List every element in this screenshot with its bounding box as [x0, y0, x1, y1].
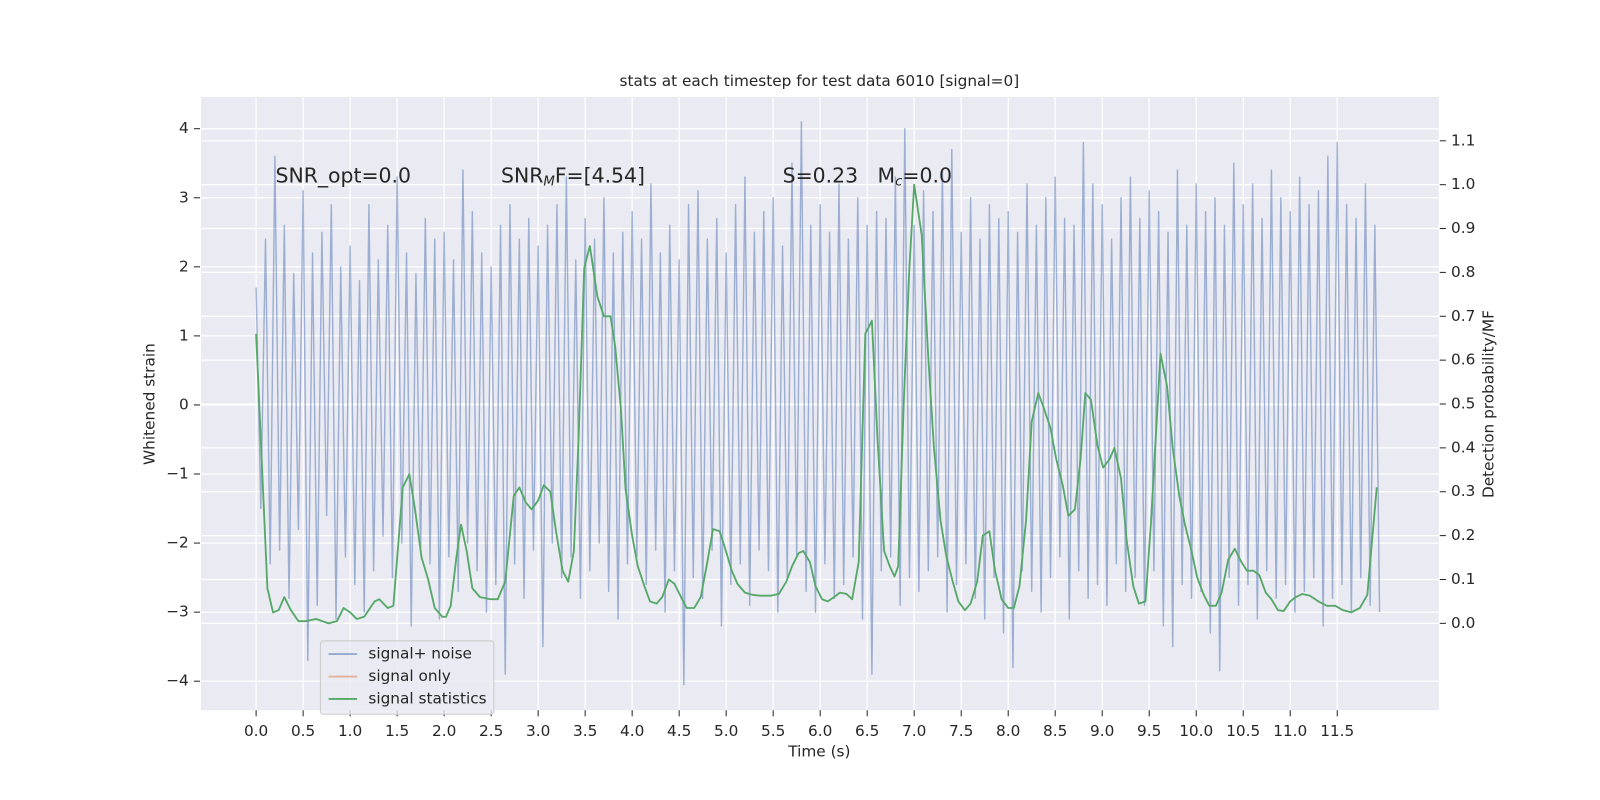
- y-tick-label: −3: [166, 603, 189, 621]
- y-tick-label: −2: [166, 534, 189, 552]
- y-tick-label: 0: [179, 395, 189, 413]
- y-tick-label: 1: [179, 326, 189, 344]
- y-tick-label: 4: [179, 119, 189, 137]
- x-tick-label: 5.5: [761, 722, 785, 740]
- series-line: [255, 121, 1381, 686]
- y2-tick-label: 0.8: [1451, 263, 1475, 281]
- y2-tick-label: 0.1: [1451, 570, 1475, 588]
- y2-tick-label: 0.3: [1451, 482, 1475, 500]
- x-tick-label: 7.5: [949, 722, 973, 740]
- x-tick-label: 2.0: [432, 722, 456, 740]
- y-tick-label: −1: [166, 465, 189, 483]
- x-tick-label: 4.5: [667, 722, 691, 740]
- y2-tick-label: 0.0: [1451, 614, 1475, 632]
- x-tick-label: 4.0: [620, 722, 644, 740]
- legend-label: signal+ noise: [368, 645, 472, 663]
- x-tick-label: 3.5: [573, 722, 597, 740]
- annotation: SNR_opt=0.0: [276, 164, 412, 189]
- x-tick-label: 8.5: [1043, 722, 1067, 740]
- y-tick-label: 3: [179, 188, 189, 206]
- x-tick-label: 6.0: [808, 722, 832, 740]
- x-axis-label: Time (s): [787, 743, 850, 761]
- series-line: [255, 183, 1378, 625]
- y-tick-label: −4: [166, 672, 189, 690]
- x-tick-label: 0.5: [291, 722, 315, 740]
- x-tick-label: 2.5: [479, 722, 503, 740]
- y2-axis-label: Detection probability/MF: [1479, 310, 1497, 498]
- x-tick-label: 9.5: [1137, 722, 1161, 740]
- annotation: SNRMF=[4.54]: [501, 164, 645, 190]
- x-tick-label: 11.0: [1273, 722, 1307, 740]
- x-tick-label: 5.0: [714, 722, 738, 740]
- x-tick-label: 1.5: [385, 722, 409, 740]
- x-tick-label: 6.5: [855, 722, 879, 740]
- legend-box: [319, 640, 495, 715]
- y-axis-label: Whitened strain: [141, 343, 159, 465]
- x-tick-label: 11.5: [1320, 722, 1354, 740]
- legend: signal+ noise signal only signal statistic…: [319, 640, 495, 715]
- y2-tick-label: 1.1: [1451, 131, 1475, 149]
- y2-tick-label: 0.4: [1451, 438, 1475, 456]
- y2-tick-label: 1.0: [1451, 175, 1475, 193]
- x-tick-label: 7.0: [902, 722, 926, 740]
- chart-title: stats at each timestep for test data 601…: [620, 72, 1020, 90]
- y2-tick-label: 0.6: [1451, 351, 1475, 369]
- marks: [255, 121, 1381, 686]
- legend-label: signal statistics: [368, 689, 486, 707]
- x-tick-label: 10.0: [1179, 722, 1213, 740]
- legend-label: signal only: [368, 667, 450, 685]
- x-tick-label: 8.0: [996, 722, 1020, 740]
- x-tick-label: 10.5: [1226, 722, 1260, 740]
- x-tick-label: 0.0: [244, 722, 268, 740]
- annotation: S=0.23 Mc=0.0: [783, 164, 952, 190]
- x-tick-label: 9.0: [1090, 722, 1114, 740]
- y2-tick-label: 0.9: [1451, 219, 1475, 237]
- y-tick-label: 2: [179, 257, 189, 275]
- axes: 0.0 0.5 1.0 1.5 2.0 2.5 3.0 3.5 4.0 4.5 5.0 5.5 6.0 6…: [166, 119, 1475, 740]
- x-tick-label: 3.0: [526, 722, 550, 740]
- y2-tick-label: 0.2: [1451, 526, 1475, 544]
- y2-tick-label: 0.5: [1451, 395, 1475, 413]
- x-tick-label: 1.0: [338, 722, 362, 740]
- y2-tick-label: 0.7: [1451, 307, 1475, 325]
